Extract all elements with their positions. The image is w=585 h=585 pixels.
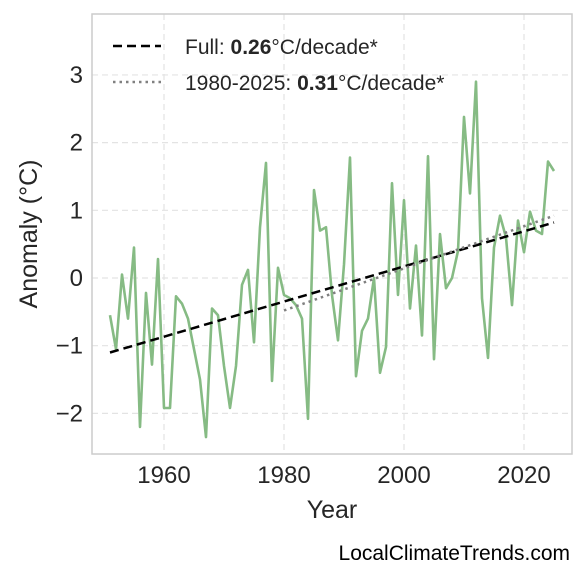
legend-label-1980-2025: 1980-2025: 0.31°C/decade* (185, 72, 444, 95)
trend-line-1980-2025 (283, 214, 555, 312)
legend-full-value: 0.26 (231, 36, 272, 59)
y-tick-label: −2 (56, 400, 83, 427)
y-tick-label: 2 (70, 130, 83, 157)
y-tick-label: 0 (70, 265, 83, 292)
y-tick-label: −1 (56, 333, 83, 360)
y-tick-labels: −2 −1 0 1 2 3 (56, 62, 83, 427)
anomaly-series-line (108, 80, 556, 439)
y-tick-label: 3 (70, 62, 83, 89)
x-axis-label: Year (307, 496, 358, 524)
plot-frame (91, 13, 573, 455)
legend-1980-prefix: 1980-2025: (185, 72, 297, 95)
x-tick-labels: 1960 1980 2000 2020 (137, 462, 550, 489)
watermark: LocalClimateTrends.com (339, 542, 570, 565)
legend-full-prefix: Full: (185, 36, 231, 59)
x-tick-label: 2000 (377, 462, 430, 489)
legend-full-suffix: °C/decade* (271, 36, 377, 59)
x-tick-label: 1980 (257, 462, 310, 489)
y-tick-label: 1 (70, 197, 83, 224)
legend-label-full: Full: 0.26°C/decade* (185, 36, 378, 59)
trend-line-full (109, 221, 555, 354)
series (108, 80, 556, 439)
x-tick-label: 1960 (137, 462, 190, 489)
x-tick-label: 2020 (497, 462, 550, 489)
legend-1980-value: 0.31 (297, 72, 338, 95)
y-axis-label: Anomaly (°C) (15, 160, 43, 309)
legend: Full: 0.26°C/decade* 1980-2025: 0.31°C/d… (113, 36, 444, 95)
legend-1980-suffix: °C/decade* (338, 72, 444, 95)
